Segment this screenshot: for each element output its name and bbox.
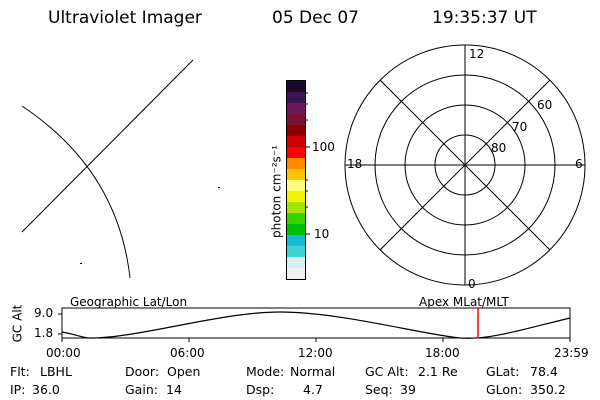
timeline-xtick-0000: 00:00 xyxy=(46,346,81,360)
mode-label: Mode: xyxy=(246,364,285,379)
lat-ring-60 xyxy=(374,74,556,256)
ip-label: IP: xyxy=(10,382,26,397)
time-label: 19:35:37 UT xyxy=(432,8,537,28)
timeline-xtick-1200: 12:00 xyxy=(298,346,333,360)
seq-label: Seq: xyxy=(365,382,393,397)
gc-alt-value: 2.1 Re xyxy=(418,364,458,379)
colorbar-segment xyxy=(287,224,305,235)
lat-ring-80 xyxy=(434,134,496,196)
colorbar-segment xyxy=(287,125,305,136)
meridian-diag-1 xyxy=(379,79,551,251)
colorbar-segment xyxy=(287,235,305,246)
colorbar-tick-10: 10 xyxy=(314,227,330,241)
timeline-axis-label: GC Alt xyxy=(10,304,25,343)
color-bar xyxy=(286,80,306,280)
timeline-ytick-high: 9.0 xyxy=(34,306,54,320)
colorbar-segment xyxy=(287,158,305,169)
door-label: Door: xyxy=(125,364,160,379)
geographic-grid-arc xyxy=(21,105,131,279)
colorbar-segment xyxy=(287,268,305,279)
filter-value: LBHL xyxy=(40,364,72,379)
lat-label-80: 80 xyxy=(491,141,507,155)
colorbar-segment xyxy=(287,92,305,103)
colorbar-segment xyxy=(287,191,305,202)
timeline-left-title: Geographic Lat/Lon xyxy=(70,295,188,309)
dsp-value: 4.7 xyxy=(303,382,323,397)
mode-value: Normal xyxy=(290,364,336,379)
dsp-label: Dsp: xyxy=(246,382,275,397)
colorbar-segment xyxy=(287,136,305,147)
lat-label-60: 60 xyxy=(537,98,553,112)
instrument-title: Ultraviolet Imager xyxy=(48,8,202,28)
timeline-xtick-1800: 18:00 xyxy=(425,346,460,360)
mlt-label-12: 12 xyxy=(469,47,485,61)
colorbar-segment xyxy=(287,202,305,213)
timeline-frame xyxy=(61,307,571,339)
glat-label: GLat: xyxy=(486,364,520,379)
colorbar-segment xyxy=(287,81,305,92)
ip-value: 36.0 xyxy=(32,382,60,397)
mlt-label-6: 6 xyxy=(575,157,583,171)
timeline-xtick-0600: 06:00 xyxy=(170,346,205,360)
mlt-label-0: 0 xyxy=(468,277,476,291)
colorbar-unit-label: photon cm⁻²s⁻¹ xyxy=(269,145,284,238)
gain-value: 14 xyxy=(166,382,182,397)
glon-value: 350.2 xyxy=(530,382,566,397)
glon-label: GLon: xyxy=(486,382,523,397)
mlt-label-18: 18 xyxy=(347,157,363,171)
colorbar-segment xyxy=(287,147,305,158)
colorbar-segment xyxy=(287,169,305,180)
lat-label-70: 70 xyxy=(512,120,528,134)
image-speck xyxy=(80,263,82,264)
colorbar-segment xyxy=(287,180,305,191)
glat-value: 78.4 xyxy=(530,364,558,379)
gc-alt-label: GC Alt: xyxy=(365,364,409,379)
lat-ring-70 xyxy=(404,104,526,226)
altitude-curve xyxy=(61,311,571,339)
meridian-diag-2 xyxy=(379,79,551,251)
date-label: 05 Dec 07 xyxy=(272,8,359,28)
colorbar-segment xyxy=(287,103,305,114)
lat-ring-50 xyxy=(344,44,586,286)
colorbar-segment xyxy=(287,257,305,268)
image-speck xyxy=(218,187,220,188)
timeline-right-title: Apex MLat/MLT xyxy=(419,295,509,309)
door-value: Open xyxy=(167,364,201,379)
seq-value: 39 xyxy=(400,382,416,397)
geographic-grid-line xyxy=(21,59,194,233)
colorbar-segment xyxy=(287,246,305,257)
colorbar-segment xyxy=(287,114,305,125)
timeline-ytick-low: 1.8 xyxy=(34,326,54,340)
colorbar-tick-100: 100 xyxy=(312,140,335,154)
gain-label: Gain: xyxy=(125,382,158,397)
timeline-xtick-2359: 23:59 xyxy=(554,346,589,360)
colorbar-segment xyxy=(287,213,305,224)
filter-label: Flt: xyxy=(10,364,30,379)
